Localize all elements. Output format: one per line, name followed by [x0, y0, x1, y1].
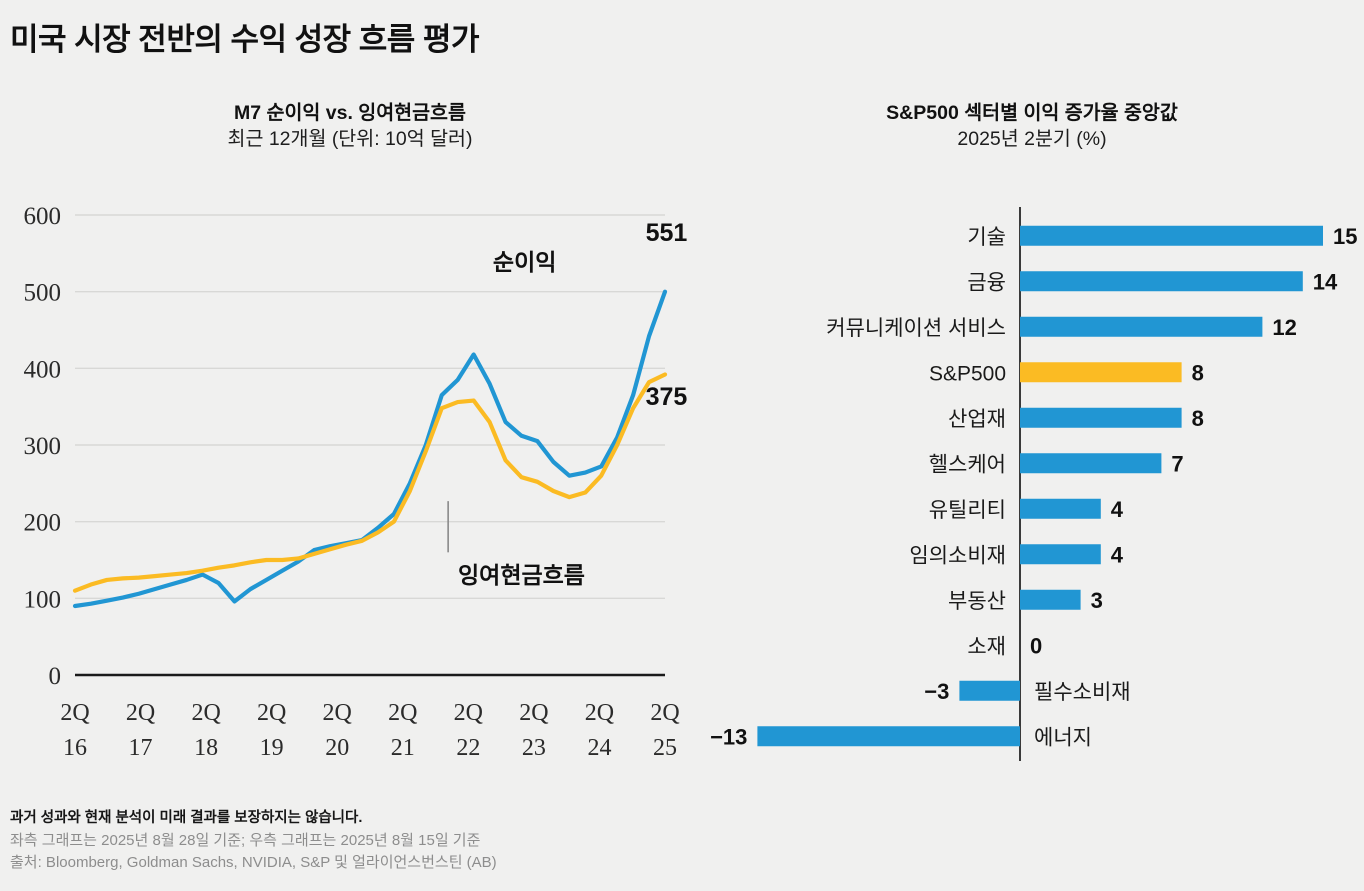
page-title: 미국 시장 전반의 수익 성장 흐름 평가 [10, 22, 479, 57]
line-series-free-cash-flow [72, 372, 668, 593]
bar-category-label: 산업재 [948, 408, 1006, 431]
bar-3[interactable] [1020, 316, 1263, 337]
x-axis-tick-label-year: 18 [194, 735, 218, 761]
x-axis-tick-label-year: 21 [391, 735, 415, 761]
bar-8[interactable] [1020, 544, 1101, 565]
bar-11[interactable] [959, 680, 1020, 701]
bar-category-label: 부동산 [948, 590, 1006, 613]
x-axis-tick-label-quarter: 2Q [191, 700, 220, 726]
x-axis-tick-label-quarter: 2Q [126, 700, 155, 726]
right-chart-title: S&P500 섹터별 이익 증가율 중앙값 [886, 102, 1178, 124]
footnote-asof: 좌측 그래프는 2025년 8월 28일 기준; 우측 그래프는 2025년 8… [10, 831, 481, 849]
x-axis-tick-label-year: 20 [325, 735, 349, 761]
bar-category-label: 기술 [967, 226, 1006, 249]
right-chart-subtitle: 2025년 2분기 (%) [957, 128, 1107, 151]
x-axis-tick-label-year: 25 [653, 735, 677, 761]
y-axis-tick-label: 0 [49, 663, 62, 690]
x-axis-tick-label-year: 22 [456, 735, 480, 761]
bar-category-label: 금융 [967, 271, 1006, 294]
x-axis-tick-label-quarter: 2Q [323, 700, 352, 726]
bar-value-label: 0 [1030, 633, 1042, 658]
x-axis-tick-label-quarter: 2Q [257, 700, 286, 726]
y-axis-tick-label: 600 [24, 203, 62, 230]
y-axis-tick-label: 500 [24, 280, 62, 307]
x-axis-tick-label-quarter: 2Q [454, 700, 483, 726]
endpoint-label-free-cash-flow: 375 [646, 383, 688, 411]
bar-value-label: −13 [710, 724, 747, 749]
bar-category-label: S&P500 [929, 362, 1006, 385]
bar-category-label: 유틸리티 [929, 499, 1006, 522]
bar-category-label: 에너지 [1034, 726, 1092, 749]
bar-value-label: 8 [1192, 406, 1204, 431]
endpoint-label-net-income: 551 [646, 219, 688, 247]
bar-value-label: 4 [1111, 542, 1124, 567]
bar-12[interactable] [757, 726, 1020, 747]
bar-value-label: −3 [924, 679, 949, 704]
bar-category-label: 커뮤니케이션 서비스 [826, 317, 1006, 340]
footnotes: 과거 성과와 현재 분석이 미래 결과를 보장하지는 않습니다. 좌측 그래프는… [10, 808, 910, 875]
bar-value-label: 12 [1272, 315, 1296, 340]
bar-value-label: 3 [1091, 588, 1103, 613]
bar-4[interactable] [1020, 362, 1182, 383]
bar-chart: 기술 15 금융 14 커뮤니케이션 서비스 12 S&P500 8 산업재 8 헬스케어 7 유틸리티… [700, 195, 1364, 795]
bar-value-label: 14 [1313, 269, 1338, 294]
bar-value-label: 4 [1111, 497, 1124, 522]
x-axis-tick-label-quarter: 2Q [388, 700, 417, 726]
series-label-net-income: 순이익 [493, 249, 556, 275]
bar-value-label: 7 [1171, 451, 1183, 476]
y-axis-tick-label: 400 [24, 356, 62, 383]
x-axis-tick-label-year: 23 [522, 735, 546, 761]
right-chart-panel: S&P500 섹터별 이익 증가율 중앙값 2025년 2분기 (%) 기술 15… [700, 100, 1364, 761]
bar-5[interactable] [1020, 407, 1182, 428]
bar-category-label: 헬스케어 [929, 453, 1006, 476]
line-series-net-income [72, 289, 668, 609]
y-axis-tick-label: 100 [24, 586, 62, 613]
bar-category-label: 임의소비재 [909, 544, 1006, 567]
bar-1[interactable] [1020, 225, 1323, 246]
x-axis-tick-label-quarter: 2Q [585, 700, 614, 726]
left-chart-panel: M7 순이익 vs. 잉여현금흐름 최근 12개월 (단위: 10억 달러) 0… [0, 100, 700, 761]
x-axis-tick-label-year: 24 [587, 735, 611, 761]
bar-category-label: 필수소비재 [1034, 681, 1131, 704]
bar-value-label: 8 [1192, 360, 1204, 385]
x-axis-tick-label-year: 19 [260, 735, 284, 761]
x-axis-tick-label-year: 17 [129, 735, 153, 761]
bar-9[interactable] [1020, 589, 1081, 610]
left-chart-subtitle: 최근 12개월 (단위: 10억 달러) [227, 128, 473, 151]
footnote-disclaimer: 과거 성과와 현재 분석이 미래 결과를 보장하지는 않습니다. [10, 810, 363, 826]
left-chart-title: M7 순이익 vs. 잉여현금흐름 [234, 102, 466, 124]
x-axis-tick-label-year: 16 [63, 735, 87, 761]
y-axis-tick-label: 200 [24, 510, 62, 537]
x-axis-tick-label-quarter: 2Q [519, 700, 548, 726]
x-axis-tick-label-quarter: 2Q [60, 700, 89, 726]
bar-6[interactable] [1020, 453, 1162, 474]
series-label-free-cash-flow: 잉여현금흐름 [458, 562, 585, 588]
bar-2[interactable] [1020, 271, 1303, 292]
bar-value-label: 15 [1333, 224, 1357, 249]
y-axis-tick-label: 300 [24, 433, 62, 460]
footnote-source: 출처: Bloomberg, Goldman Sachs, NVIDIA, S&… [10, 854, 497, 872]
x-axis-tick-label-quarter: 2Q [650, 700, 679, 726]
bar-category-label: 소재 [967, 635, 1006, 658]
bar-7[interactable] [1020, 498, 1101, 519]
